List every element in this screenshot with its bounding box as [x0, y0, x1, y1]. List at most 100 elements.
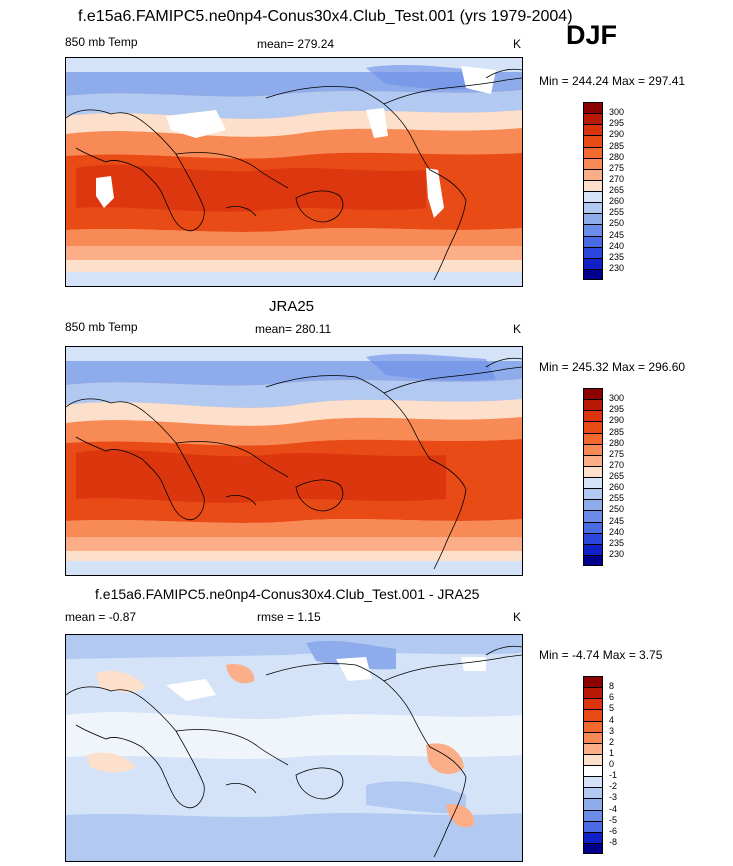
- colorbar-tick-label: -8: [609, 836, 618, 847]
- colorbar-swatch: [583, 168, 603, 180]
- panel2-variable-label: 850 mb Temp: [65, 320, 138, 334]
- colorbar-swatch: [583, 388, 603, 400]
- colorbar-swatch: [583, 224, 603, 236]
- panel2-minmax-label: Min = 245.32 Max = 296.60: [539, 360, 686, 374]
- panel3-mean-label: mean = -0.87: [65, 610, 137, 624]
- colorbar-tick-label: 255: [609, 493, 625, 504]
- colorbar-swatch: [583, 454, 603, 466]
- colorbar-tick-label: 265: [609, 185, 625, 195]
- panel1-mean-label: mean= 279.24: [257, 37, 335, 51]
- colorbar-swatch: [583, 179, 603, 191]
- colorbar-tick-label: 0: [609, 759, 615, 769]
- colorbar-swatch: [583, 798, 603, 810]
- colorbar-swatch: [583, 521, 603, 533]
- colorbar-tick-label: 275: [609, 448, 625, 459]
- colorbar-swatch: [583, 477, 603, 489]
- colorbar-tick-label: 245: [609, 229, 625, 240]
- colorbar-tick-label: 250: [609, 218, 625, 229]
- colorbar-swatch: [583, 213, 603, 225]
- colorbar-tick-label: 235: [609, 251, 625, 262]
- colorbar-swatch: [583, 543, 603, 555]
- colorbar-tick-label: -6: [609, 825, 618, 836]
- colorbar-tick-label: 270: [609, 173, 625, 184]
- colorbar-tick-label: 295: [609, 404, 625, 415]
- colorbar-tick-label: 2: [609, 736, 615, 747]
- panel3-minmax-label: Min = -4.74 Max = 3.75: [539, 648, 663, 662]
- model-temperature-map-svg: [66, 58, 522, 286]
- season-label: DJF: [566, 20, 618, 50]
- colorbar-swatch: [583, 831, 603, 843]
- colorbar-tick-label: 260: [609, 482, 625, 493]
- colorbar-tick-label: 3: [609, 725, 615, 736]
- colorbar-tick-label: 260: [609, 196, 625, 207]
- colorbar-tick-label: 285: [609, 140, 625, 151]
- colorbar-tick-label: 8: [609, 681, 615, 692]
- colorbar-swatch: [583, 157, 603, 169]
- panel1-minmax-label: Min = 244.24 Max = 297.41: [539, 74, 686, 88]
- colorbar-tick-label: 300: [609, 107, 625, 118]
- colorbar-swatch: [583, 687, 603, 699]
- colorbar-tick-label: 240: [609, 526, 625, 537]
- difference-temperature-map-svg: [66, 635, 522, 861]
- colorbar-tick-label: -2: [609, 781, 618, 792]
- colorbar-tick-label: 230: [609, 262, 625, 273]
- colorbar-tick-label: 275: [609, 162, 625, 173]
- colorbar-swatch: [583, 235, 603, 247]
- colorbar-swatch: [583, 113, 603, 125]
- jra25-temperature-map-svg: [66, 347, 522, 575]
- colorbar-swatch: [583, 720, 603, 732]
- difference-temperature-map: [65, 634, 523, 862]
- colorbar-swatch: [583, 443, 603, 455]
- colorbar-tick-label: 245: [609, 515, 625, 526]
- colorbar-swatch: [583, 124, 603, 136]
- colorbar-tick-label: -4: [609, 803, 618, 814]
- colorbar-swatch: [583, 135, 603, 147]
- model-colorbar: 300 295 290 285 280 275 270 265 260 255 250 245 240 2…: [583, 102, 653, 280]
- colorbar-swatch: [583, 698, 603, 710]
- colorbar-tick-label: 5: [609, 703, 615, 714]
- colorbar-swatch: [583, 753, 603, 765]
- colorbar-tick-label: 285: [609, 426, 625, 437]
- colorbar-tick-label: 280: [609, 437, 625, 448]
- colorbar-swatch: [583, 410, 603, 422]
- colorbar-tick-label: 6: [609, 692, 615, 703]
- panel1-units-label: K: [513, 37, 522, 51]
- colorbar-tick-label: 4: [609, 714, 615, 725]
- colorbar-swatch: [583, 488, 603, 500]
- panel2-mean-label: mean= 280.11: [255, 322, 332, 336]
- colorbar-swatch: [583, 554, 603, 566]
- colorbar-tick-label: 235: [609, 537, 625, 548]
- colorbar-tick-label: 230: [609, 548, 625, 559]
- colorbar-swatch: [583, 499, 603, 511]
- colorbar-tick-label: 300: [609, 393, 625, 404]
- colorbar-tick-label: 255: [609, 207, 625, 218]
- colorbar-swatch: [583, 191, 603, 203]
- colorbar-tick-label: 290: [609, 129, 625, 140]
- colorbar-swatch: [583, 742, 603, 754]
- colorbar-swatch: [583, 432, 603, 444]
- jra25-temperature-map: [65, 346, 523, 576]
- model-temperature-map: [65, 57, 523, 287]
- colorbar-swatch: [583, 709, 603, 721]
- colorbar-swatch: [583, 246, 603, 258]
- colorbar-swatch: [583, 102, 603, 114]
- colorbar-tick-label: 270: [609, 459, 625, 470]
- colorbar-swatch: [583, 257, 603, 269]
- colorbar-swatch: [583, 421, 603, 433]
- colorbar-swatch: [583, 202, 603, 214]
- colorbar-swatch: [583, 399, 603, 411]
- colorbar-tick-label: 1: [609, 747, 615, 758]
- panel3-rmse-label: rmse = 1.15: [257, 610, 321, 624]
- panel1-variable-label: 850 mb Temp: [65, 35, 138, 49]
- colorbar-swatch: [583, 765, 603, 777]
- jra25-colorbar: 300 295 290 285 280 275 270 265 260 255 250 245 240 2…: [583, 388, 653, 566]
- colorbar-tick-label: 290: [609, 415, 625, 426]
- colorbar-tick-label: 265: [609, 471, 625, 481]
- main-title: f.e15a6.FAMIPC5.ne0np4-Conus30x4.Club_Te…: [78, 8, 573, 25]
- colorbar-tick-label: 240: [609, 240, 625, 251]
- colorbar-swatch: [583, 842, 603, 854]
- colorbar-swatch: [583, 731, 603, 743]
- colorbar-tick-label: 280: [609, 151, 625, 162]
- panel2-heading: JRA25: [269, 298, 315, 315]
- panel3-units-label: K: [513, 610, 522, 624]
